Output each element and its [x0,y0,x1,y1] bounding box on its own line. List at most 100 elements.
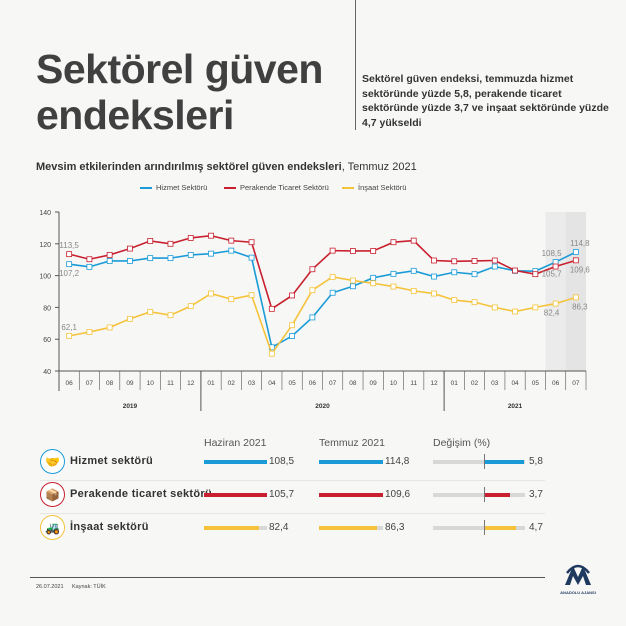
data-label: 105,7 [542,270,563,279]
data-point [451,269,458,276]
legend-label: Perakende Ticaret Sektörü [240,183,329,192]
data-point [248,254,255,261]
data-point [187,235,194,241]
data-point [390,283,397,290]
data-point [127,258,133,264]
data-point [228,296,235,303]
data-point [572,294,579,301]
aa-logo-text: ANADOLU AJANSI [560,590,596,595]
data-label: 107,2 [59,269,80,278]
package-icon: 📦 [40,482,65,507]
bar-fill-june [204,526,259,530]
series-line [69,249,577,349]
chart-title: Mevsim etkilerinden arındırılmış sektöre… [36,161,417,173]
data-point [147,255,154,262]
subtitle: Sektörel güven endeksi, temmuzda hizmet … [362,73,609,129]
legend-item-perakende: Perakende Ticaret Sektörü [224,183,329,192]
data-label: 62,1 [61,323,77,332]
data-point [532,271,539,278]
legend-item-hizmet: Hizmet Sektörü [140,183,207,192]
data-point [390,270,397,277]
data-point [512,267,518,274]
data-point [370,248,377,254]
data-point [106,258,113,264]
data-point [350,277,356,284]
bar-track-change [433,526,525,530]
data-point [552,300,559,307]
zero-line [484,487,485,502]
data-point [329,247,336,254]
row-label: Hizmet sektörü [70,455,154,467]
data-point [289,333,295,339]
value-change: 3,7 [529,489,543,500]
x-tick-label: 07 [86,380,94,387]
data-label: 108,5 [542,249,563,258]
page-title: Sektörel güven endeksleri [36,46,323,138]
bar-track-july [319,493,403,497]
row-label: İnşaat sektörü [70,521,149,533]
value-june: 108,5 [267,456,295,467]
line-chart: 40 60 80 100 120 140 06 07 08 09 10 11 12 01 02 03 04 05 0… [39,210,590,411]
data-point [410,287,417,294]
series-line [68,234,577,311]
data-point [451,258,458,265]
bar-fill-change [485,493,510,497]
value-june: 82,4 [267,522,289,533]
data-point [289,292,295,299]
data-label: 82,4 [544,309,560,318]
year-label: 2020 [315,403,330,410]
data-point [86,256,93,263]
data-point [248,292,255,299]
legend-label: İnşaat Sektörü [358,183,407,192]
y-tick-label: 120 [39,242,51,249]
data-point [187,252,194,258]
data-point [187,303,194,310]
data-point [532,304,539,311]
series-line [68,276,577,356]
bar-fill-june [204,460,277,464]
bar-track-june [204,493,287,497]
data-point [410,237,417,244]
data-point [106,252,113,258]
year-label: 2019 [123,403,138,410]
x-tick-label: 09 [370,380,378,387]
data-point [491,263,498,270]
aa-logo: ANADOLU AJANSI [555,563,601,595]
data-point [350,283,356,290]
data-point [228,247,235,254]
chart-title-main: Mevsim etkilerinden arındırılmış sektöre… [36,161,342,173]
header-july: Temmuz 2021 [319,437,385,449]
data-point [66,251,73,258]
data-point [208,250,214,257]
data-point [410,267,417,274]
data-point [147,308,154,315]
value-july: 109,6 [383,489,411,500]
data-point [127,245,133,252]
x-tick-label: 11 [410,380,417,387]
x-tick-label: 12 [430,380,438,387]
y-tick-label: 140 [39,210,51,217]
x-tick-label: 05 [288,380,296,387]
data-point [350,248,356,254]
data-point [309,266,316,273]
data-point [491,257,498,264]
data-point [268,305,275,312]
footer-divider [30,577,545,578]
x-tick-label: 02 [471,380,479,387]
value-change: 4,7 [529,522,543,533]
row-divider [40,480,545,481]
data-point [66,332,73,339]
x-tick-label: 06 [552,380,560,387]
value-july: 114,8 [383,456,410,467]
divider [355,0,356,130]
highlight-band [565,212,586,371]
x-tick-label: 05 [532,380,540,387]
data-point [106,324,113,331]
bar-fill-change [485,526,517,530]
bar-fill-july [319,526,377,530]
x-tick-label: 06 [66,380,74,387]
y-tick-label: 100 [39,274,51,281]
excavator-icon: 🚜 [40,515,65,540]
value-july: 86,3 [383,522,405,533]
legend-item-insaat: İnşaat Sektörü [342,183,406,192]
